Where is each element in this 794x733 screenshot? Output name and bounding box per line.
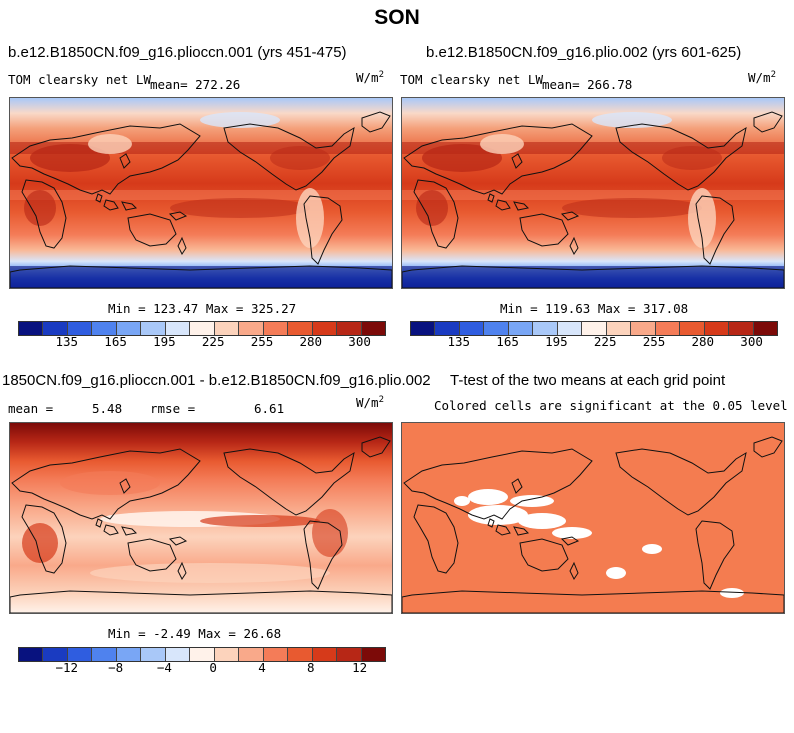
panel1-minmax: Min = 123.47 Max = 325.27 [108, 301, 297, 316]
colorbar-swatch [116, 648, 142, 661]
colorbar-tick-label: 0 [209, 660, 217, 675]
colorbar-tick-label: 225 [593, 334, 617, 349]
panel3-title: 1850CN.f09_g16.plioccn.001 - b.e12.B1850… [2, 372, 431, 389]
colorbar-swatch [484, 322, 509, 335]
colorbar-swatch [704, 322, 730, 335]
panel2-colorbar [410, 321, 778, 336]
colorbar-tick-label: −4 [156, 660, 172, 675]
panel4-map [401, 422, 785, 614]
panel1-title: b.e12.B1850CN.f09_g16.plioccn.001 (yrs 4… [8, 44, 347, 61]
colorbar-swatch [312, 648, 338, 661]
panel3-mean-label: mean = [8, 401, 54, 416]
colorbar-swatch [533, 322, 558, 335]
colorbar-swatch [190, 322, 215, 335]
panel3-minmax: Min = -2.49 Max = 26.68 [108, 626, 282, 641]
colorbar-tick-label: 300 [740, 334, 763, 349]
panel3-colorbar [18, 647, 386, 662]
colorbar-tick-label: 195 [153, 334, 176, 349]
colorbar-swatch [606, 322, 632, 335]
colorbar-swatch [190, 648, 215, 661]
colorbar-tick-label: 165 [104, 334, 127, 349]
colorbar-swatch [655, 322, 681, 335]
panel2-title: b.e12.B1850CN.f09_g16.plio.002 (yrs 601-… [426, 44, 742, 61]
panel3-map [9, 422, 393, 614]
panel2-units: W/m2 [748, 70, 776, 86]
colorbar-swatch [67, 648, 93, 661]
colorbar-tick-label: 135 [447, 334, 471, 349]
colorbar-tick-label: −12 [55, 660, 79, 675]
colorbar-tick-label: 4 [258, 660, 266, 675]
colorbar-tick-label: −8 [108, 660, 124, 675]
colorbar-swatch [361, 322, 386, 335]
colorbar-swatch [508, 322, 534, 335]
colorbar-tick-label: 165 [496, 334, 519, 349]
colorbar-tick-label: 280 [691, 334, 715, 349]
colorbar-tick-label: 255 [250, 334, 274, 349]
colorbar-tick-label: 12 [352, 660, 368, 675]
panel4-title: T-test of the two means at each grid poi… [450, 372, 726, 389]
colorbar-swatch [753, 322, 778, 335]
colorbar-swatch [582, 322, 607, 335]
colorbar-swatch [435, 322, 460, 335]
panel1-mean-label: mean= 272.26 [150, 77, 241, 92]
colorbar-tick-label: 255 [642, 334, 666, 349]
colorbar-swatch [19, 648, 44, 661]
figure-title: SON [374, 6, 420, 29]
colorbar-tick-label: 195 [545, 334, 568, 349]
panel1-units: W/m2 [356, 70, 384, 86]
colorbar-swatch [288, 322, 313, 335]
colorbar-swatch [214, 648, 240, 661]
colorbar-swatch [288, 648, 313, 661]
panel2-map [401, 97, 785, 289]
panel4-subtitle: Colored cells are significant at the 0.0… [434, 398, 788, 413]
colorbar-tick-label: 135 [55, 334, 79, 349]
panel3-mean-value: 5.48 [92, 401, 123, 416]
colorbar-tick-label: 300 [348, 334, 371, 349]
colorbar-swatch [165, 322, 191, 335]
panel2-mean-label: mean= 266.78 [542, 77, 633, 92]
panel1-colorbar [18, 321, 386, 336]
colorbar-swatch [43, 322, 68, 335]
colorbar-swatch [141, 648, 166, 661]
panel3-rmse-value: 6.61 [254, 401, 285, 416]
panel2-variable-label: TOM clearsky net LW [400, 72, 543, 87]
colorbar-swatch [312, 322, 338, 335]
colorbar-swatch [361, 648, 386, 661]
colorbar-swatch [337, 648, 362, 661]
panel3-units: W/m2 [356, 395, 384, 411]
colorbar-tick-label: 8 [307, 660, 315, 675]
colorbar-swatch [263, 322, 289, 335]
panel3-rmse-label: rmse = [150, 401, 196, 416]
panel1-map [9, 97, 393, 289]
colorbar-swatch [631, 322, 656, 335]
panel2-minmax: Min = 119.63 Max = 317.08 [500, 301, 689, 316]
colorbar-swatch [680, 322, 705, 335]
colorbar-swatch [141, 322, 166, 335]
colorbar-swatch [411, 322, 436, 335]
colorbar-swatch [239, 322, 264, 335]
colorbar-swatch [729, 322, 754, 335]
colorbar-swatch [214, 322, 240, 335]
colorbar-tick-label: 280 [299, 334, 323, 349]
colorbar-swatch [92, 322, 117, 335]
colorbar-swatch [116, 322, 142, 335]
colorbar-swatch [239, 648, 264, 661]
colorbar-swatch [43, 648, 68, 661]
colorbar-swatch [165, 648, 191, 661]
colorbar-swatch [337, 322, 362, 335]
colorbar-swatch [459, 322, 485, 335]
colorbar-swatch [19, 322, 44, 335]
colorbar-swatch [263, 648, 289, 661]
colorbar-swatch [67, 322, 93, 335]
colorbar-swatch [92, 648, 117, 661]
panel1-variable-label: TOM clearsky net LW [8, 72, 151, 87]
colorbar-tick-label: 225 [201, 334, 225, 349]
colorbar-swatch [557, 322, 583, 335]
